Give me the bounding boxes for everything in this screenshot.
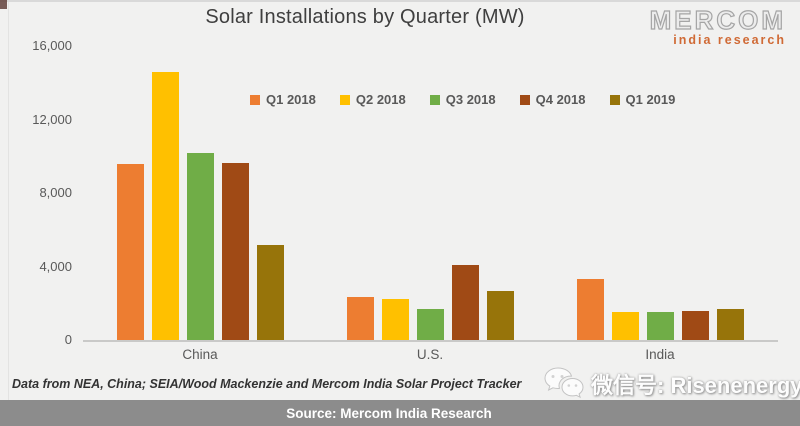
- bar-q1-2019-china: [256, 245, 284, 341]
- legend-label: Q4 2018: [535, 92, 586, 107]
- legend-label: Q2 2018: [355, 92, 406, 107]
- footer-source-text: Source: Mercom India Research: [286, 405, 492, 421]
- bar-q1-2019-u-s: [486, 291, 514, 341]
- top-edge-divider: [0, 0, 800, 2]
- x-axis-labels: China U.S. India: [85, 347, 775, 362]
- bar-q2-2018-china: [151, 72, 179, 341]
- legend-swatch-icon: [339, 94, 350, 105]
- bar-q3-2018-china: [186, 153, 214, 341]
- bar-q3-2018-u-s: [416, 309, 444, 341]
- x-axis-line: [83, 340, 778, 342]
- bar-q1-2018-china: [116, 164, 144, 341]
- y-tick-label: 16,000: [32, 38, 72, 53]
- bar-q4-2018-china: [221, 163, 249, 341]
- legend-swatch-icon: [609, 94, 620, 105]
- mercom-logo: MERCOM india research: [649, 5, 786, 47]
- y-tick-label: 8,000: [39, 185, 72, 200]
- legend-item-q2-2018: Q2 2018: [339, 92, 406, 107]
- bar-q2-2018-u-s: [381, 299, 409, 341]
- wechat-icon: [544, 367, 584, 399]
- x-axis-label-u-s: U.S.: [416, 347, 444, 362]
- bar-q4-2018-india: [681, 311, 709, 341]
- bar-q2-2018-india: [611, 312, 639, 341]
- legend-label: Q3 2018: [445, 92, 496, 107]
- y-tick-label: 0: [64, 332, 72, 347]
- bar-q1-2018-india: [576, 279, 604, 341]
- y-tick-label: 4,000: [39, 258, 72, 274]
- x-axis-label-china: China: [182, 347, 218, 362]
- bar-q4-2018-u-s: [451, 265, 479, 341]
- wechat-watermark: 微信号: Risenenergy: [543, 363, 800, 405]
- plot-area: [85, 47, 775, 341]
- chart-legend: Q1 2018 Q2 2018 Q3 2018 Q4 2018 Q1 2019: [250, 92, 675, 107]
- legend-item-q4-2018: Q4 2018: [519, 92, 586, 107]
- bar-q3-2018-india: [646, 312, 674, 341]
- bar-group-u-s: [315, 47, 545, 341]
- bar-q1-2018-u-s: [346, 297, 374, 341]
- bar-group-india: [545, 47, 775, 341]
- x-axis-label-india: India: [645, 347, 675, 362]
- bar-group-china: [85, 47, 315, 341]
- legend-label: Q1 2019: [625, 92, 676, 107]
- y-tick-label: 12,000: [32, 111, 72, 127]
- legend-swatch-icon: [250, 94, 260, 105]
- corner-artifact: [0, 0, 7, 9]
- legend-item-q3-2018: Q3 2018: [429, 92, 496, 107]
- footer-bar: Source: Mercom India Research: [0, 400, 800, 426]
- mercom-logo-wordmark: MERCOM: [649, 5, 786, 35]
- data-source-footnote: Data from NEA, China; SEIA/Wood Mackenzi…: [12, 377, 522, 391]
- legend-item-q1-2019: Q1 2019: [609, 92, 676, 107]
- wechat-id-text: 微信号: Risenenergy: [591, 373, 800, 398]
- bar-q1-2019-india: [716, 309, 744, 341]
- legend-item-q1-2018: Q1 2018: [250, 92, 316, 107]
- legend-swatch-icon: [519, 94, 530, 105]
- mercom-logo-subtitle: india research: [673, 33, 786, 47]
- legend-label: Q1 2018: [266, 92, 316, 107]
- legend-swatch-icon: [429, 94, 440, 105]
- left-edge-divider: [8, 2, 9, 400]
- chart-title: Solar Installations by Quarter (MW): [205, 6, 525, 28]
